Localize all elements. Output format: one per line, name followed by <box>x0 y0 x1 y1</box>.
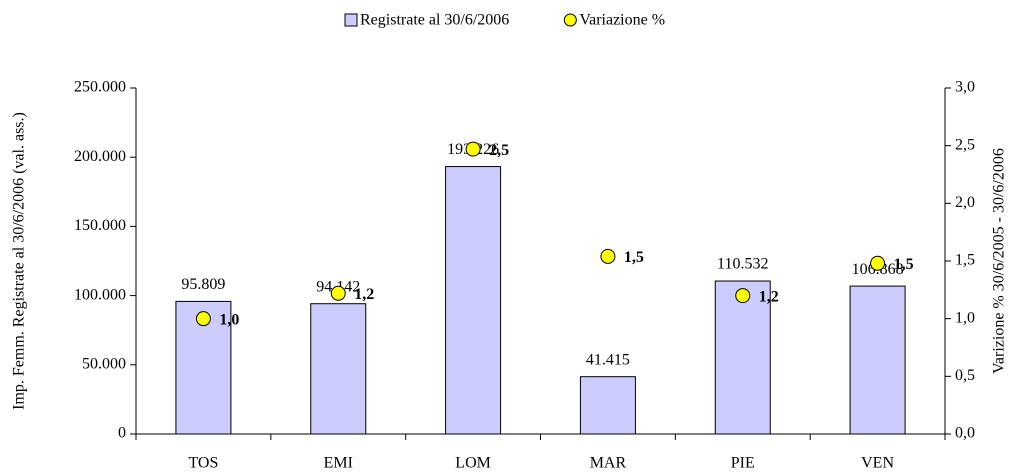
y2-tick-label: 3,0 <box>955 79 975 96</box>
y2-tick-label: 2,0 <box>955 194 975 211</box>
y2-tick-label: 0,5 <box>955 367 975 384</box>
y-tick-label: 100.000 <box>74 286 126 303</box>
bar-value-label: 41.415 <box>586 351 630 368</box>
y-tick-label: 50.000 <box>82 355 126 372</box>
x-tick-label: TOS <box>188 455 218 472</box>
y2-tick-label: 0,0 <box>955 425 975 442</box>
y-tick-label: 0 <box>118 425 126 442</box>
bar-value-label: 110.532 <box>717 256 768 273</box>
point-value-label: 1,5 <box>624 249 644 266</box>
bar <box>310 303 367 435</box>
point-value-label: 1,5 <box>894 256 914 273</box>
point <box>195 311 211 327</box>
x-tick-label: LOM <box>455 455 491 472</box>
legend-label: Registrate al 30/6/2006 <box>360 12 509 29</box>
bar <box>579 376 636 435</box>
bar-value-label: 95.809 <box>181 276 225 293</box>
legend-swatch <box>344 13 358 27</box>
y-tick-label: 200.000 <box>74 148 126 165</box>
legend-swatch <box>563 13 577 27</box>
point-value-label: 2,5 <box>489 142 509 159</box>
x-tick-label: VEN <box>861 455 894 472</box>
point <box>735 288 751 304</box>
y2-tick-label: 2,5 <box>955 136 975 153</box>
point-value-label: 1,2 <box>759 288 779 305</box>
bar <box>849 285 906 435</box>
x-tick-label: PIE <box>731 455 755 472</box>
point <box>600 248 616 264</box>
point <box>465 141 481 157</box>
point-value-label: 1,2 <box>354 286 374 303</box>
y-axis-title: Imp. Femm. Registrate al 30/6/2006 (val.… <box>11 112 28 410</box>
y-tick-label: 250.000 <box>74 79 126 96</box>
bar <box>445 166 502 435</box>
bar <box>714 280 771 435</box>
point <box>870 255 886 271</box>
x-tick-label: MAR <box>590 455 627 472</box>
y2-tick-label: 1,0 <box>955 309 975 326</box>
y2-tick-label: 1,5 <box>955 252 975 269</box>
point-value-label: 1,0 <box>219 311 239 328</box>
legend-label: Variazione % <box>579 12 665 29</box>
y2-axis-title: Varizione % 30/6/2005 - 30/6/2006 <box>991 148 1008 374</box>
x-tick-label: EMI <box>324 455 353 472</box>
point <box>330 285 346 301</box>
y-tick-label: 150.000 <box>74 217 126 234</box>
